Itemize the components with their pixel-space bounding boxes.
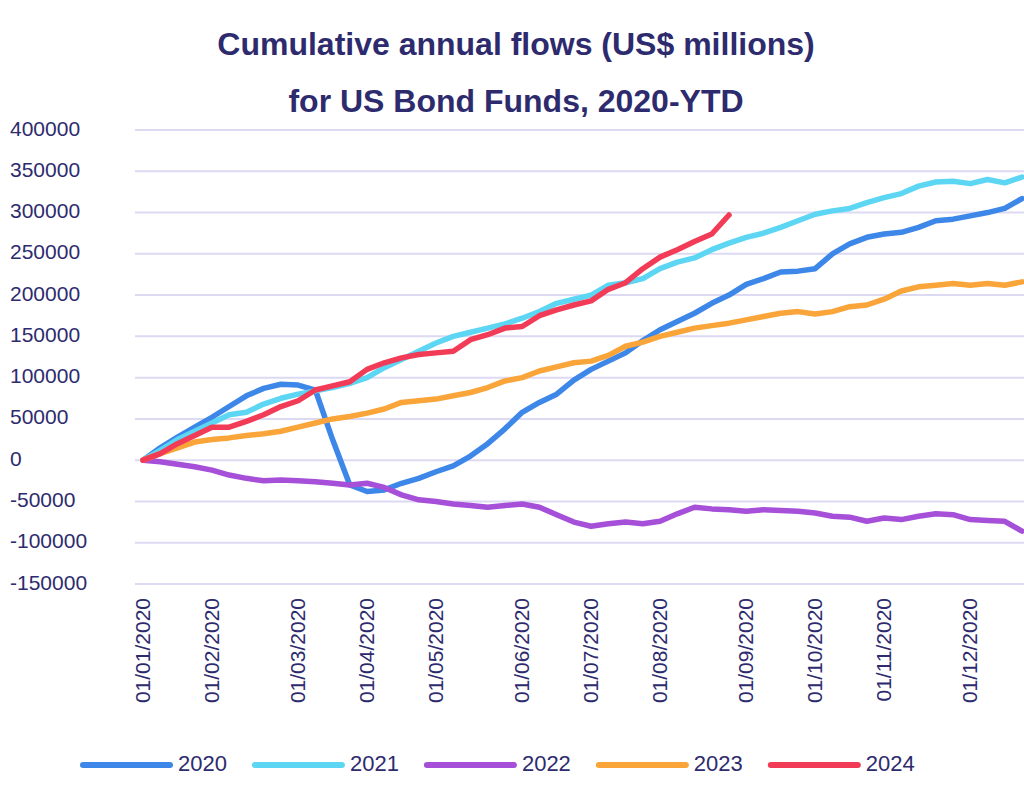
grid-line bbox=[135, 253, 1024, 255]
x-tick-label: 01/04/2020 bbox=[355, 598, 378, 703]
y-tick-label: -150000 bbox=[10, 571, 87, 594]
grid-line bbox=[135, 170, 1024, 172]
series-line bbox=[143, 177, 1022, 460]
y-tick-label: 250000 bbox=[10, 240, 80, 263]
series-group bbox=[143, 177, 1022, 531]
y-tick-label: 0 bbox=[10, 447, 22, 470]
legend-swatch bbox=[427, 762, 514, 768]
legend-label: 2024 bbox=[866, 751, 915, 776]
y-tick-label: 350000 bbox=[10, 158, 80, 181]
grid-line bbox=[135, 129, 1024, 131]
series-line bbox=[143, 215, 729, 460]
x-tick-label: 01/03/2020 bbox=[286, 598, 309, 703]
grid-line bbox=[135, 542, 1024, 544]
series-line bbox=[143, 282, 1022, 460]
x-tick-label: 01/09/2020 bbox=[734, 598, 757, 703]
x-tick-label: 01/07/2020 bbox=[579, 598, 602, 703]
legend-swatch bbox=[771, 762, 858, 768]
x-tick-label: 01/06/2020 bbox=[510, 598, 533, 703]
x-tick-label: 01/08/2020 bbox=[648, 598, 671, 703]
y-tick-label: -50000 bbox=[10, 488, 75, 511]
grid-line bbox=[135, 335, 1024, 337]
grid bbox=[135, 130, 1024, 584]
y-tick-label: 50000 bbox=[10, 405, 68, 428]
chart: Cumulative annual flows (US$ millions) fo… bbox=[0, 0, 1024, 797]
y-tick-label: -100000 bbox=[10, 529, 87, 552]
grid-line bbox=[135, 212, 1024, 214]
grid-line bbox=[135, 418, 1024, 420]
y-tick-label: 100000 bbox=[10, 364, 80, 387]
grid-line bbox=[135, 459, 1024, 461]
legend-label: 2020 bbox=[178, 751, 227, 776]
legend-swatch bbox=[599, 762, 686, 768]
y-tick-label: 400000 bbox=[10, 117, 80, 140]
legend: 2020 2021 2022 2023 2024 bbox=[83, 751, 915, 776]
x-tick-label: 01/10/2020 bbox=[803, 598, 826, 703]
series-line bbox=[143, 460, 1022, 531]
y-tick-label: 150000 bbox=[10, 323, 80, 346]
title: Cumulative annual flows (US$ millions) bbox=[217, 26, 814, 62]
x-tick-label: 01/05/2020 bbox=[424, 598, 447, 703]
x-tick-label: 01/02/2020 bbox=[200, 598, 223, 703]
y-tick-label: 300000 bbox=[10, 199, 80, 222]
x-tick-label: 01/11/2020 bbox=[872, 598, 895, 702]
title: for US Bond Funds, 2020-YTD bbox=[288, 83, 743, 119]
legend-swatch bbox=[83, 762, 170, 768]
grid-line bbox=[135, 583, 1024, 585]
legend-swatch bbox=[255, 762, 342, 768]
legend-label: 2023 bbox=[694, 751, 743, 776]
y-tick-label: 200000 bbox=[10, 282, 80, 305]
x-tick-label: 01/01/2020 bbox=[131, 598, 154, 703]
legend-label: 2022 bbox=[522, 751, 571, 776]
legend-label: 2021 bbox=[350, 751, 399, 776]
grid-line bbox=[135, 500, 1024, 502]
x-tick-label: 01/12/2020 bbox=[958, 598, 981, 703]
series-line bbox=[143, 199, 1022, 492]
